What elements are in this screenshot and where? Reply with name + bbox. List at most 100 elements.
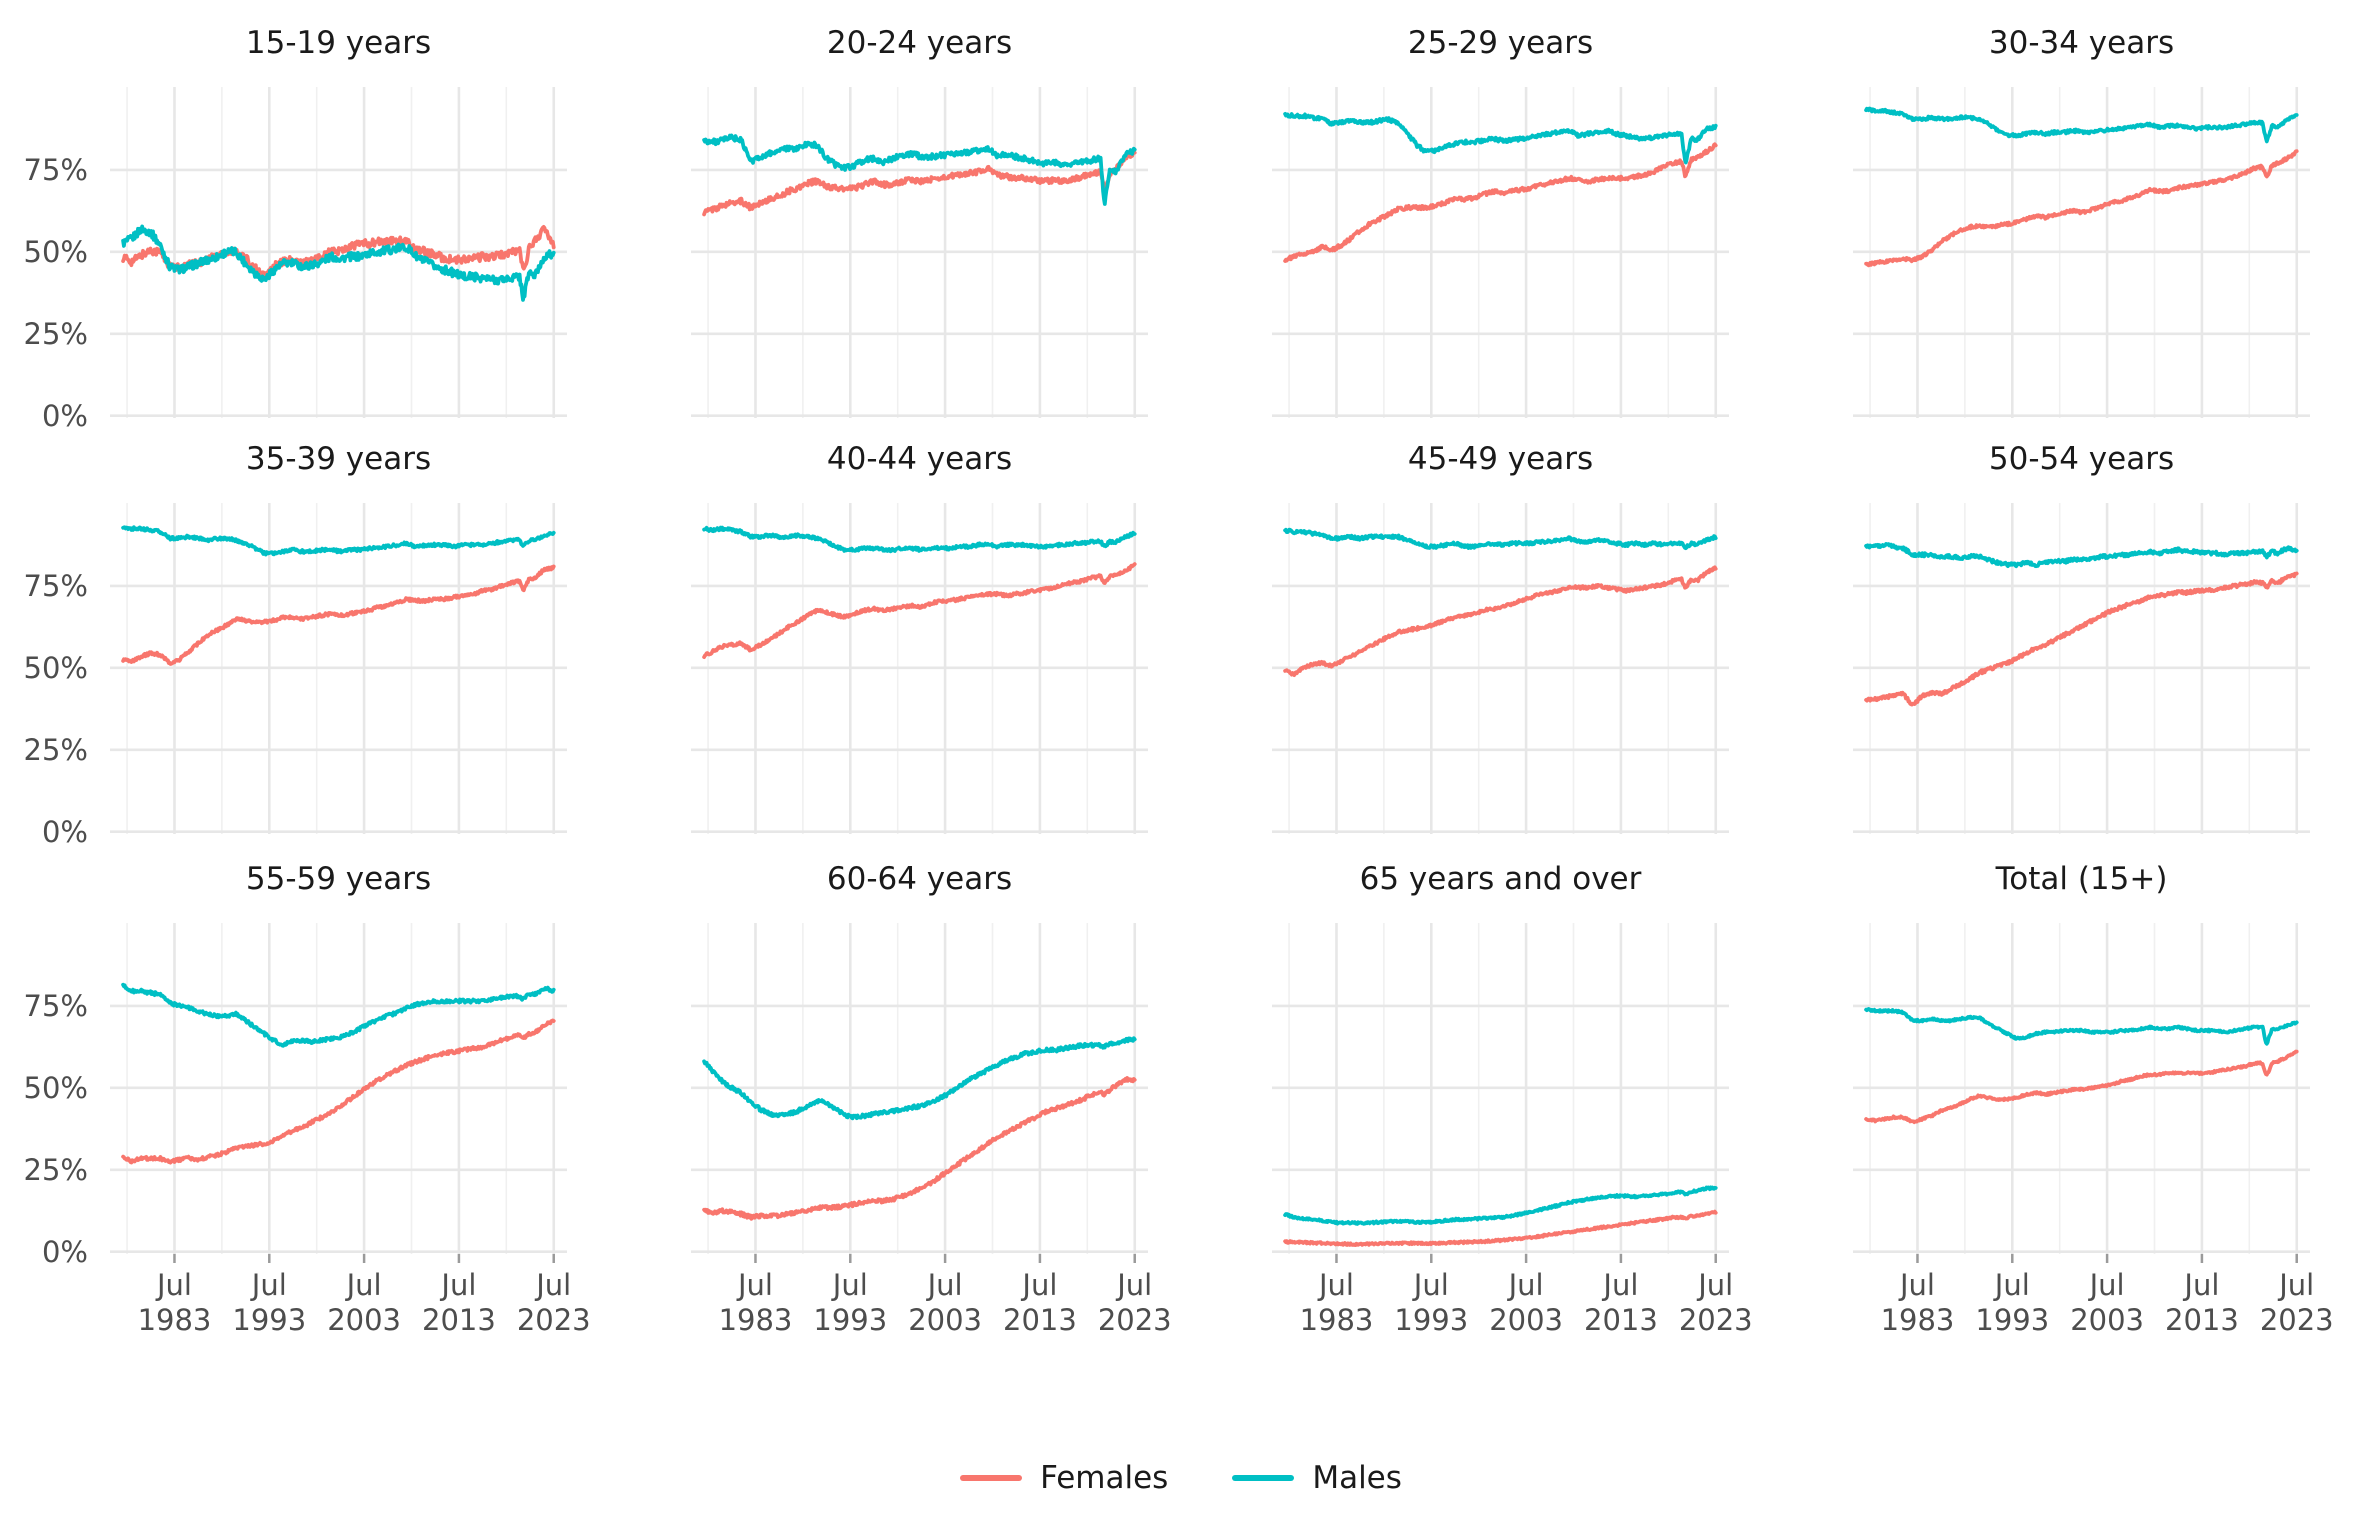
facet-panel-30-34: 30-34 years: [1853, 25, 2310, 418]
x-tick-month: Jul: [536, 1268, 572, 1302]
females-line: [702, 562, 1137, 659]
x-tick-month: Jul: [346, 1268, 382, 1302]
x-tick-year: 1983: [137, 1303, 212, 1337]
facet-panel-15-19: 15-19 years: [110, 25, 567, 418]
facet-title: 55-59 years: [245, 861, 432, 897]
x-tick-year: 1983: [1880, 1303, 1955, 1337]
x-tick-year: 1993: [1394, 1303, 1469, 1337]
females-line: [1864, 571, 2299, 707]
x-tick-label: Jul 1983: [1281, 1268, 1391, 1338]
females-line-key: [960, 1475, 1023, 1481]
y-axis-label: 75%: [23, 988, 88, 1023]
facet-title: 25-29 years: [1407, 25, 1594, 61]
x-tick-label: Jul 2013: [1566, 1268, 1676, 1338]
x-tick-label: Jul 1983: [1862, 1268, 1972, 1338]
x-tick-label: Jul 2023: [1080, 1268, 1190, 1338]
x-tick-year: 2013: [1584, 1303, 1658, 1337]
x-tick-year: 2013: [2165, 1303, 2239, 1337]
males-line: [1283, 112, 1718, 165]
facet-title: 30-34 years: [1988, 25, 2175, 61]
females-line: [702, 1076, 1137, 1221]
plot-area: [1853, 87, 2310, 418]
plot-area: [691, 923, 1148, 1263]
x-tick-month: Jul: [1994, 1268, 2030, 1302]
x-tick-month: Jul: [832, 1268, 868, 1302]
x-tick-month: Jul: [2279, 1268, 2315, 1302]
x-tick-label: Jul 2003: [2052, 1268, 2162, 1338]
males-line-key: [1232, 1475, 1295, 1481]
facet-panel-45-49: 45-49 years: [1272, 441, 1729, 834]
y-axis-label: 50%: [23, 234, 88, 269]
facet-panel-total: Total (15+): [1853, 861, 2310, 1263]
females-line: [1283, 1209, 1718, 1247]
plot-area: [1272, 503, 1729, 834]
plot-area: [1272, 923, 1729, 1263]
x-tick-month: Jul: [2089, 1268, 2125, 1302]
plot-area: [691, 503, 1148, 834]
facet-title: 35-39 years: [245, 441, 432, 477]
x-tick-year: 2013: [422, 1303, 496, 1337]
facet-panel-65-plus: 65 years and over: [1272, 861, 1729, 1263]
males-line: [1283, 527, 1718, 551]
facet-panel-50-54: 50-54 years: [1853, 441, 2310, 834]
x-tick-label: Jul 1993: [795, 1268, 905, 1338]
x-tick-year: 2023: [1097, 1303, 1172, 1337]
x-tick-label: Jul 2023: [499, 1268, 609, 1338]
x-tick-month: Jul: [1508, 1268, 1544, 1302]
x-tick-year: 1993: [232, 1303, 307, 1337]
x-tick-label: Jul 1993: [214, 1268, 324, 1338]
plot-area: [110, 503, 567, 834]
y-axis-label: 0%: [41, 398, 88, 433]
males-line: [121, 224, 556, 302]
females-line: [702, 150, 1137, 217]
legend-label-males: Males: [1312, 1460, 1402, 1496]
x-tick-year: 2003: [1489, 1303, 1563, 1337]
facet-title: 50-54 years: [1988, 441, 2175, 477]
x-tick-month: Jul: [1117, 1268, 1153, 1302]
y-axis-label: 75%: [23, 568, 88, 603]
x-tick-month: Jul: [1413, 1268, 1449, 1302]
x-tick-label: Jul 1983: [700, 1268, 810, 1338]
females-line: [1864, 149, 2299, 268]
females-line: [121, 564, 556, 666]
x-tick-month: Jul: [1698, 1268, 1734, 1302]
y-axis-label: 0%: [41, 814, 88, 849]
plot-area: [1853, 503, 2310, 834]
legend-item-females: Females: [960, 1460, 1168, 1496]
facet-title: 40-44 years: [826, 441, 1013, 477]
x-tick-label: Jul 1993: [1376, 1268, 1486, 1338]
facet-panel-35-39: 35-39 years: [110, 441, 567, 834]
facet-title: 60-64 years: [826, 861, 1013, 897]
females-line: [1283, 565, 1718, 677]
males-line: [1864, 542, 2299, 569]
x-tick-label: Jul 1993: [1957, 1268, 2067, 1338]
males-line: [1864, 1007, 2299, 1046]
x-tick-year: 2023: [2259, 1303, 2334, 1337]
x-tick-label: Jul 2013: [985, 1268, 1095, 1338]
x-tick-month: Jul: [927, 1268, 963, 1302]
x-tick-month: Jul: [156, 1268, 192, 1302]
x-tick-label: Jul 2013: [2147, 1268, 2257, 1338]
x-tick-month: Jul: [1318, 1268, 1354, 1302]
facet-panel-25-29: 25-29 years: [1272, 25, 1729, 418]
x-tick-year: 2003: [327, 1303, 401, 1337]
females-line: [1864, 1049, 2299, 1125]
x-tick-year: 2003: [908, 1303, 982, 1337]
x-tick-month: Jul: [1022, 1268, 1058, 1302]
x-tick-year: 2023: [516, 1303, 591, 1337]
facet-title: 20-24 years: [826, 25, 1013, 61]
males-line: [702, 1036, 1137, 1121]
facet-title: 15-19 years: [245, 25, 432, 61]
x-tick-month: Jul: [1603, 1268, 1639, 1302]
facet-title: 45-49 years: [1407, 441, 1594, 477]
males-line: [121, 525, 556, 557]
plot-area: [110, 87, 567, 418]
facet-panel-55-59: 55-59 years: [110, 861, 567, 1263]
y-axis-label: 75%: [23, 152, 88, 187]
x-tick-year: 2013: [1003, 1303, 1077, 1337]
facet-title: 65 years and over: [1359, 861, 1642, 897]
x-tick-year: 1983: [1299, 1303, 1374, 1337]
facet-title: Total (15+): [1995, 861, 2168, 897]
facet-panel-40-44: 40-44 years: [691, 441, 1148, 834]
